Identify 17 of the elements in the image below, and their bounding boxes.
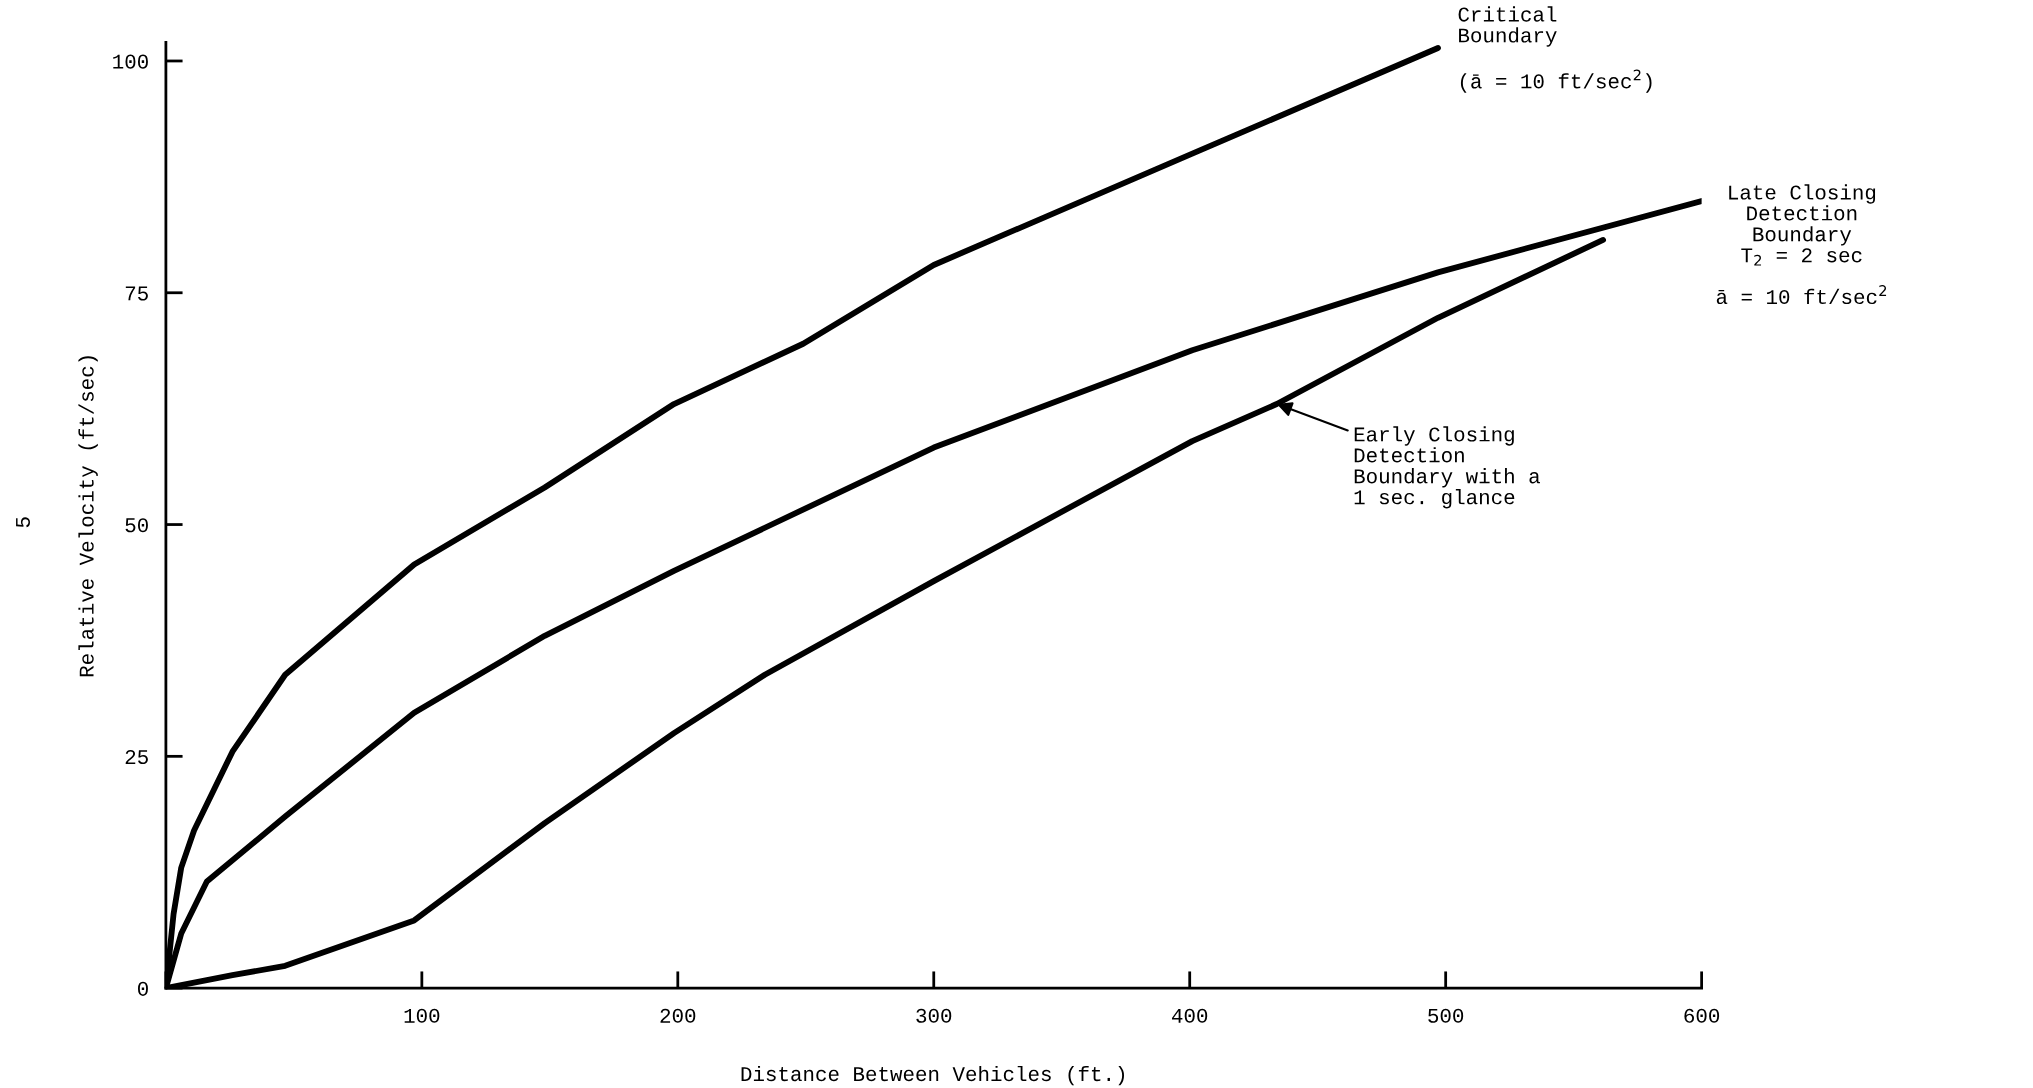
y-tick-label: 100 <box>113 54 148 69</box>
text: Critical Boundary (ā = 10 ft/sec$^{2}$) <box>1458 6 1652 93</box>
x-tick-label: 300 <box>916 1008 952 1023</box>
x-tick-label: 200 <box>660 1008 696 1023</box>
x-tick-label: 600 <box>1684 1008 1720 1023</box>
x-tick-label: 400 <box>1172 1008 1208 1023</box>
y-tick-label: 75 <box>125 286 148 301</box>
text: Late Closing Detection Boundary T$_{2}$ = 2 sec ā = 10 ft/sec$^{2}$ <box>1716 184 1887 305</box>
y-tick-label: 25 <box>125 749 148 765</box>
x-tick-label: 100 <box>404 1008 440 1023</box>
y-tick-label: 0 <box>137 981 148 996</box>
x-tick-label: 500 <box>1428 1008 1464 1023</box>
x-axis-title: Distance Between Vehicles (ft.) <box>741 1065 1125 1086</box>
y-tick-label: 50 <box>125 518 148 533</box>
y-axis-title: Relative Velocity (ft/sec) <box>78 356 98 677</box>
text: 5 <box>16 517 30 528</box>
annotation: Early Closing Detection Boundary with a 1 sec. glance <box>1354 426 1540 509</box>
